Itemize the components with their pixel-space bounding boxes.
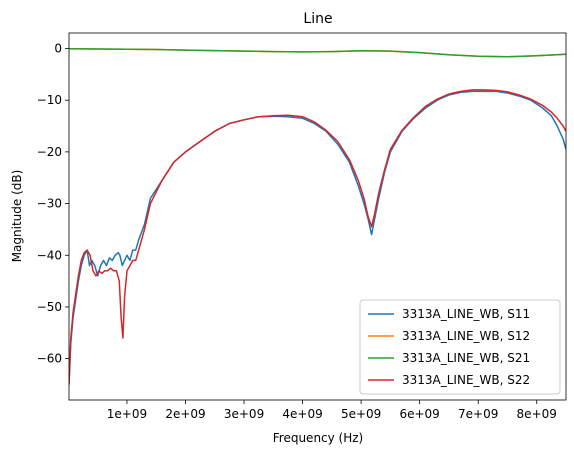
y-tick-label: 0	[54, 42, 62, 56]
x-tick-label: 6e+09	[399, 407, 439, 421]
chart-title: Line	[303, 11, 332, 27]
y-tick-label: −10	[37, 93, 62, 107]
y-axis-label: Magnitude (dB)	[10, 170, 24, 263]
legend-entry: 3313A_LINE_WB, S11	[402, 307, 530, 321]
x-tick-label: 4e+09	[282, 407, 322, 421]
y-tick-label: −50	[37, 300, 62, 314]
y-axis: 0 −10 −20 −30 −40 −50 −60	[37, 42, 69, 366]
series-line-4	[69, 89, 566, 385]
x-axis: 1e+09 2e+09 3e+09 4e+09 5e+09 6e+09 7e+09 8e+09	[107, 400, 557, 421]
legend-entry: 3313A_LINE_WB, S12	[402, 329, 530, 343]
x-tick-label: 1e+09	[107, 407, 147, 421]
series-layer	[69, 48, 566, 385]
series-line-3	[69, 48, 566, 58]
x-tick-label: 2e+09	[165, 407, 205, 421]
y-tick-label: −20	[37, 145, 62, 159]
plot-frame	[68, 32, 567, 401]
y-tick-label: −60	[37, 352, 62, 366]
legend-box	[359, 299, 561, 395]
x-tick-label: 7e+09	[458, 407, 498, 421]
y-tick-label: −40	[37, 248, 62, 262]
legend: 3313A_LINE_WB, S11 3313A_LINE_WB, S12 3313…	[359, 299, 561, 395]
x-tick-label: 3e+09	[224, 407, 264, 421]
y-tick-label: −30	[37, 197, 62, 211]
legend-entry: 3313A_LINE_WB, S21	[402, 351, 530, 365]
x-tick-label: 5e+09	[341, 407, 381, 421]
legend-entry: 3313A_LINE_WB, S22	[402, 373, 530, 387]
x-tick-label: 8e+09	[517, 407, 557, 421]
x-axis-label: Frequency (Hz)	[273, 431, 364, 445]
